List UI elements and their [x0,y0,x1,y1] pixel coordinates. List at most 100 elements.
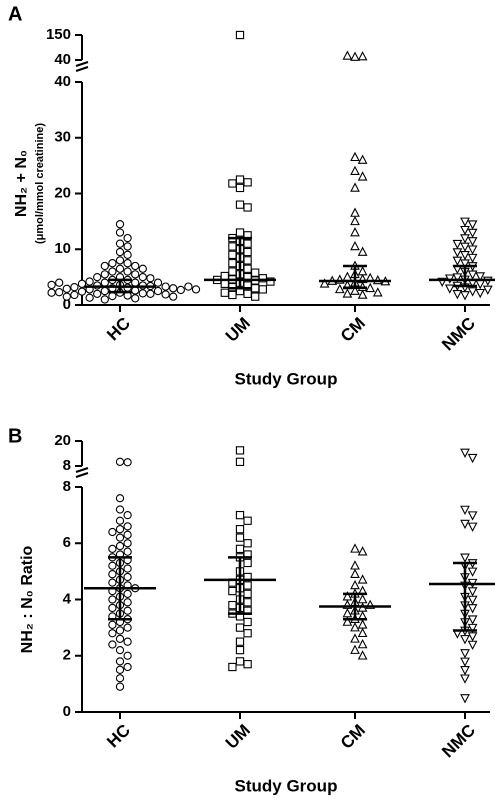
point [191,285,201,294]
point [334,283,345,294]
point [115,457,125,466]
point [123,530,132,539]
point [342,288,353,298]
point [357,638,368,649]
point [350,543,360,553]
y-tick-label: 30 [54,129,71,146]
point [467,615,478,625]
point [123,606,132,615]
point [100,286,109,296]
point [123,651,132,660]
y-tick-label: 150 [46,26,71,43]
point [357,51,368,61]
point [350,579,360,590]
point [115,634,125,644]
point [460,259,470,269]
point [153,278,163,287]
point [482,285,493,295]
point [228,267,237,276]
point [258,285,267,294]
point [350,151,360,162]
point [138,289,147,298]
point [55,288,64,297]
point [243,660,252,669]
point [243,629,252,638]
point [77,279,87,288]
point [319,278,330,288]
point [123,623,132,632]
point [251,292,260,301]
point [467,632,478,642]
point [460,666,470,676]
point [365,282,376,293]
point [115,494,125,503]
point [115,665,125,674]
point [123,259,132,268]
point [108,291,117,301]
point [108,578,117,587]
point [350,285,360,295]
point [350,560,360,570]
point [235,623,245,632]
point [467,453,478,464]
point [228,259,237,268]
point [235,525,245,534]
point [452,273,463,283]
point [243,516,252,525]
point [115,541,125,551]
point [123,589,132,599]
point [467,567,478,577]
point [350,568,360,578]
point [115,657,125,666]
y-tick-label: 40 [54,73,71,90]
point [243,581,252,590]
point [460,635,470,645]
point [460,217,470,227]
point [350,207,360,217]
iqr-bar [108,278,132,294]
point [108,561,117,570]
point [467,511,478,521]
point [460,649,470,659]
point [243,558,252,568]
point [131,261,140,271]
point [460,242,470,252]
point [228,586,237,596]
group-points [437,217,493,301]
point [235,446,245,455]
point [467,245,478,255]
axis-break [75,472,89,478]
point [342,608,353,618]
point [115,228,125,237]
point [350,227,360,237]
point [235,30,245,40]
point [342,616,353,626]
axis-break [75,66,89,72]
point [161,282,170,291]
point [100,295,109,304]
point [460,553,470,563]
point [235,200,245,209]
group-points [319,50,391,299]
point [131,294,140,303]
point [131,278,140,287]
point [372,287,383,297]
x-tick-label: CM [337,721,369,753]
point [100,270,109,279]
point [350,633,360,643]
point [146,274,155,283]
point [235,228,245,237]
point [342,50,353,60]
point [235,637,245,646]
point [243,617,252,627]
point [228,600,237,610]
point [55,278,64,287]
point [266,277,275,286]
point [161,290,170,299]
point [108,544,117,554]
point [85,293,94,302]
point [62,292,71,301]
point [243,247,252,257]
iqr-bar [228,236,252,290]
